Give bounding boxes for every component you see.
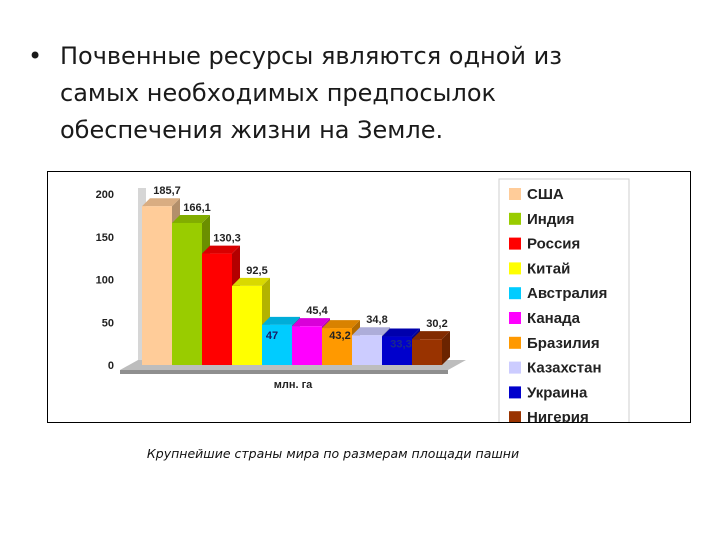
bar-front	[292, 326, 322, 365]
legend-entry: Россия	[509, 236, 580, 253]
legend-swatch	[509, 188, 521, 200]
legend-entry: США	[509, 186, 564, 203]
bar-top	[232, 277, 270, 286]
bar-front	[142, 206, 172, 365]
legend-swatch	[509, 411, 521, 422]
legend-label: Бразилия	[527, 335, 600, 352]
data-label: 45,4	[306, 305, 328, 317]
bar-front	[352, 335, 382, 365]
bar-top	[382, 328, 420, 337]
data-label: 34,8	[366, 314, 387, 326]
legend-swatch	[509, 386, 521, 399]
legend-label: Канада	[527, 310, 581, 327]
legend-swatch	[509, 262, 521, 275]
bar-front	[412, 339, 442, 365]
bullet-block: • Почвенные ресурсы являются одной из са…	[28, 38, 688, 149]
bar-front	[232, 285, 262, 365]
bar-top	[172, 214, 210, 223]
floor-front	[120, 370, 448, 374]
y-axis: 0 50 100 150 200 млн. га	[96, 189, 314, 391]
data-label: 166,1	[183, 202, 211, 214]
legend-entry: Бразилия	[509, 335, 600, 352]
y-tick-label: 0	[108, 360, 114, 372]
bullet-line-2: самых необходимых предпосылок	[60, 79, 497, 107]
y-tick-label: 50	[102, 317, 114, 329]
bar-top	[322, 320, 360, 329]
legend-entry: Индия	[509, 211, 574, 228]
y-tick-label: 200	[96, 189, 114, 201]
legend-swatch	[509, 287, 521, 300]
legend-label: Казахстан	[527, 360, 602, 377]
data-label: 33,3	[390, 339, 411, 351]
legend-entry: Казахстан	[509, 360, 602, 377]
data-label: 30,2	[426, 318, 447, 330]
legend-entry: Австралия	[509, 285, 607, 302]
legend-entry: Канада	[509, 310, 581, 327]
bullet-line-1: Почвенные ресурсы являются одной из	[60, 42, 562, 70]
bullet-line-3: обеспечения жизни на Земле.	[60, 116, 444, 144]
bar-top	[262, 316, 300, 325]
chart-caption: Крупнейшие страны мира по размерам площа…	[146, 446, 520, 461]
bar-top	[202, 245, 240, 254]
bar-side	[442, 331, 450, 365]
bar-front	[322, 328, 352, 365]
legend-label: Нигерия	[527, 409, 589, 423]
legend: США Индия Россия Китай Австралия Канада Бразил…	[498, 178, 630, 423]
bar-top	[412, 331, 450, 340]
bar-front	[382, 336, 412, 365]
legend-entry: Китай	[509, 260, 570, 277]
legend-swatch	[509, 336, 521, 349]
legend-label: Украина	[527, 384, 588, 401]
bar-front	[172, 222, 202, 365]
legend-swatch	[509, 237, 521, 250]
bar-front	[202, 253, 232, 365]
legend-label: США	[527, 186, 564, 203]
legend-label: Россия	[527, 236, 580, 253]
bar-front	[262, 324, 292, 365]
bars	[142, 198, 450, 365]
legend-label: Австралия	[527, 285, 607, 302]
data-label: 185,7	[153, 185, 181, 197]
bar	[412, 331, 450, 365]
legend-entry: Нигерия	[509, 409, 589, 423]
bar-top	[352, 327, 390, 336]
bullet-text: Почвенные ресурсы являются одной из самы…	[60, 38, 688, 149]
data-label: 92,5	[246, 265, 267, 277]
legend-label: Индия	[527, 211, 574, 228]
x-axis-label: млн. га	[274, 379, 313, 391]
data-label: 47	[266, 330, 278, 342]
bar-top	[142, 198, 180, 207]
bullet-dot: •	[28, 42, 43, 70]
y-tick-label: 150	[96, 232, 114, 244]
y-tick-label: 100	[96, 275, 114, 287]
data-label: 43,2	[329, 330, 350, 342]
legend-label: Китай	[527, 260, 570, 277]
chart-frame: 0 50 100 150 200 млн. га 185,7 166,1 130,3 92,5 4…	[47, 171, 691, 423]
legend-swatch	[509, 312, 521, 324]
legend-swatch	[509, 361, 521, 374]
legend-swatch	[509, 212, 521, 225]
data-label: 130,3	[213, 233, 241, 245]
legend-entry: Украина	[509, 384, 588, 401]
bar-top	[292, 318, 330, 327]
